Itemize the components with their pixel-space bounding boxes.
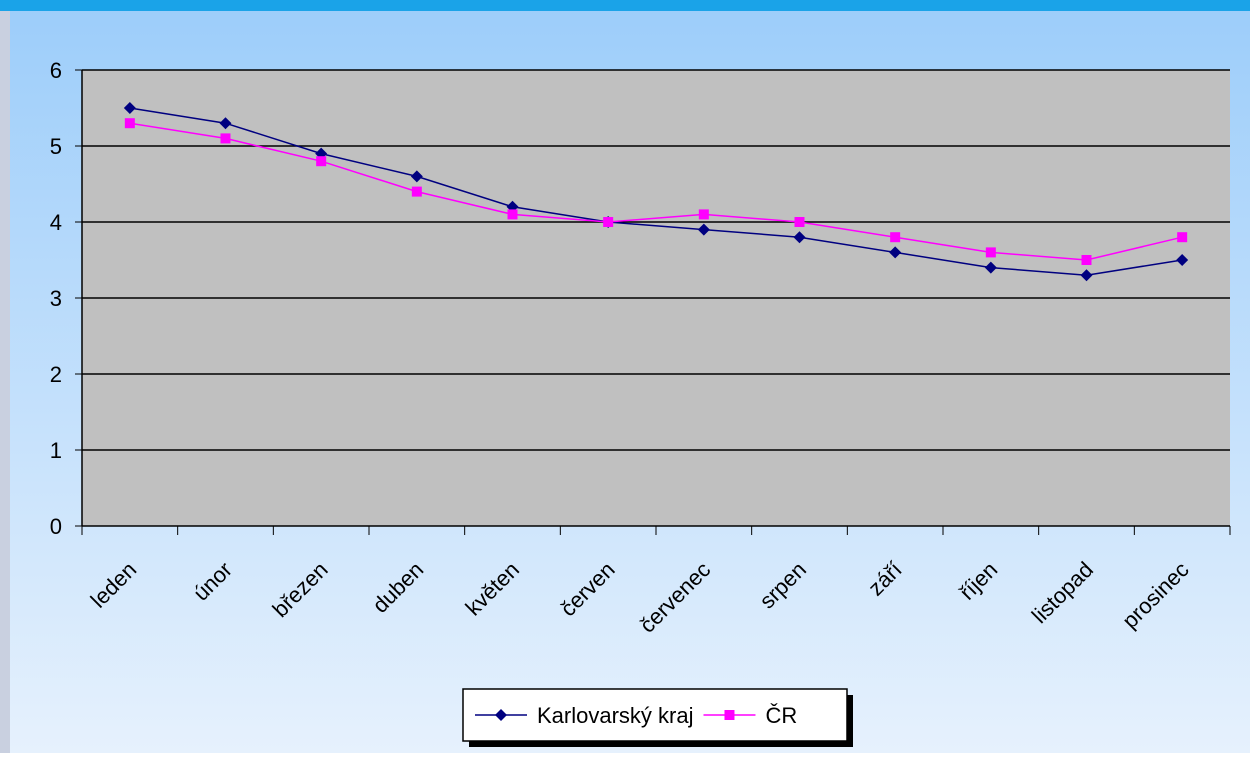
legend: Karlovarský kraj ČR <box>462 688 853 747</box>
gridlines <box>82 69 1230 451</box>
series-line <box>129 122 1183 261</box>
y-axis: 0 1 2 3 4 5 6 <box>50 58 83 539</box>
top-accent-bar <box>0 0 1250 11</box>
y-tick-label: 4 <box>50 210 62 235</box>
data-point <box>794 217 805 227</box>
y-tick-label: 1 <box>50 438 62 463</box>
legend-marker <box>495 709 507 721</box>
data-point <box>698 209 709 220</box>
y-tick-label: 5 <box>50 134 62 159</box>
data-point <box>1176 254 1189 266</box>
data-point <box>697 223 710 236</box>
left-edge-shadow <box>0 0 10 753</box>
y-tick-label: 6 <box>50 58 62 83</box>
data-point <box>1177 232 1188 243</box>
legend-label: ČR <box>765 703 797 728</box>
data-point <box>124 118 135 129</box>
data-point <box>890 232 901 243</box>
data-point <box>220 133 231 144</box>
y-tick-label: 3 <box>50 286 62 311</box>
data-point <box>603 217 614 227</box>
series-layer <box>123 102 1189 282</box>
data-point <box>507 209 518 220</box>
legend-marker <box>724 710 735 720</box>
data-point <box>1080 269 1093 282</box>
data-point <box>219 117 232 130</box>
y-tick-label: 0 <box>50 514 62 539</box>
data-point <box>316 156 327 167</box>
series-2 <box>124 118 1188 265</box>
data-point <box>410 170 423 183</box>
legend-label: Karlovarský kraj <box>537 703 693 728</box>
data-point <box>411 186 422 197</box>
data-point <box>985 247 996 258</box>
series-line <box>129 107 1183 276</box>
data-point <box>984 261 997 274</box>
data-point <box>123 102 136 114</box>
data-point <box>793 231 806 244</box>
data-point <box>889 246 902 259</box>
data-point <box>1081 255 1092 265</box>
y-tick-label: 2 <box>50 362 62 387</box>
